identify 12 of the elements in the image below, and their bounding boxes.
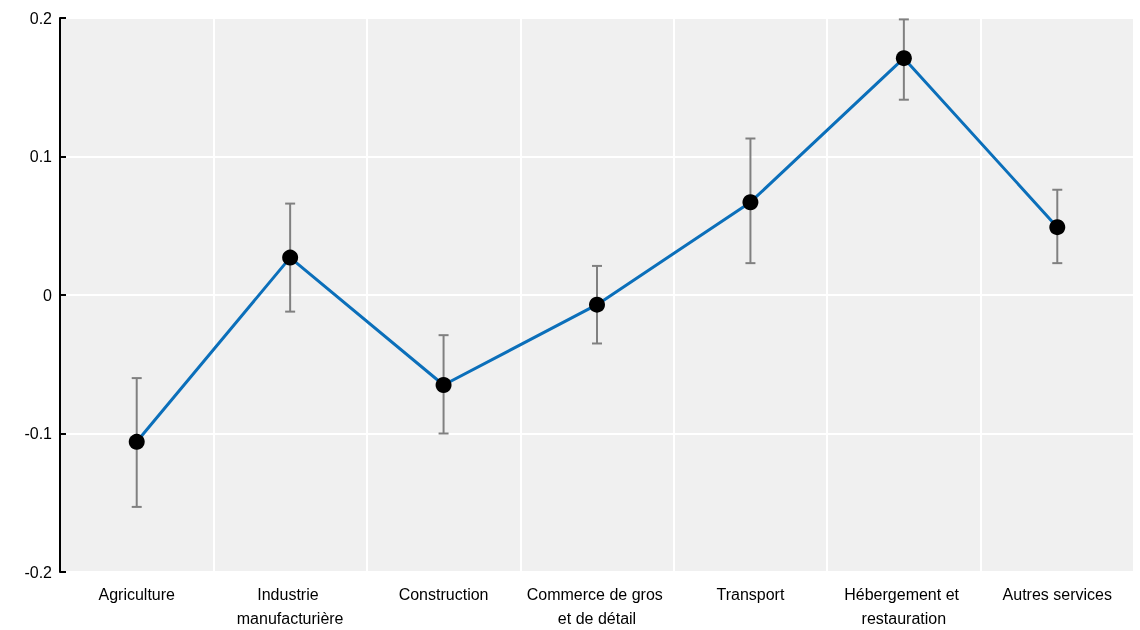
y-tick-label: 0 <box>43 286 53 304</box>
y-tick-label: -0.1 <box>24 425 53 442</box>
x-tick-label: Autres services <box>1002 585 1112 603</box>
x-tick-label: Agriculture <box>98 585 176 603</box>
y-tick-label: -0.2 <box>24 563 53 581</box>
x-tick-label: Hébergement et restauration <box>844 585 964 627</box>
x-tick-label: Construction <box>398 585 489 603</box>
y-tick-label: 0.2 <box>29 9 53 27</box>
x-tick-label: Transport <box>716 585 785 603</box>
y-tick-label: 0.1 <box>29 148 53 165</box>
x-tick-label: Commerce de gros et de détail <box>526 585 668 627</box>
x-tick-label: Industrie manufacturière <box>236 585 344 627</box>
